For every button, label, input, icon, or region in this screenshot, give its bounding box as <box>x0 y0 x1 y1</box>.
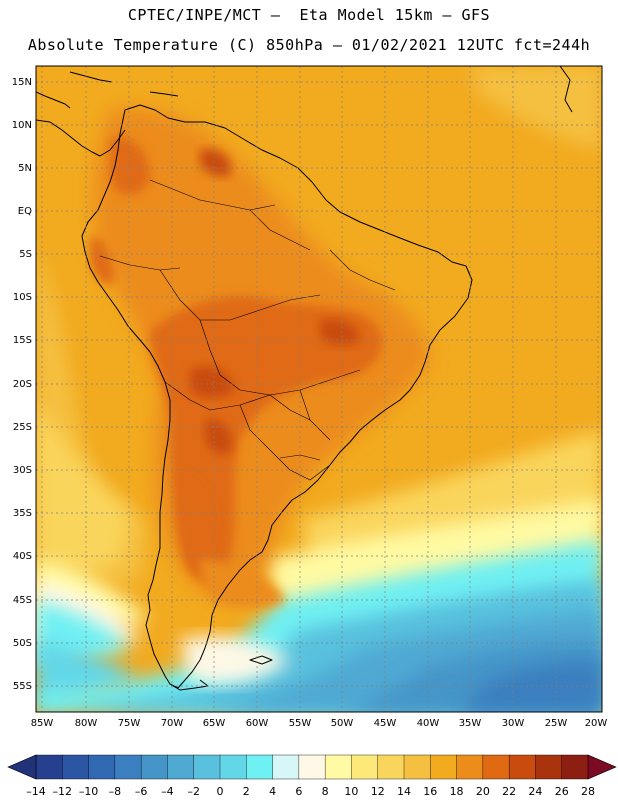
colorbar-label: –12 <box>53 785 73 798</box>
colorbar-label: 26 <box>555 785 569 798</box>
colorbar-over-arrow <box>587 754 617 780</box>
colorbar-swatch <box>535 754 563 780</box>
lat-label: 55S <box>13 681 32 692</box>
map-title-line-2: Absolute Temperature (C) 850hPa – 01/02/… <box>27 36 591 54</box>
colorbar-label: 18 <box>450 785 464 798</box>
colorbar-swatch <box>298 754 326 780</box>
lon-label: 65W <box>203 718 226 729</box>
colorbar-swatch <box>219 754 247 780</box>
lon-label: 25W <box>545 718 568 729</box>
colorbar-label: 12 <box>371 785 385 798</box>
colorbar-swatch <box>62 754 90 780</box>
colorbar-swatch <box>35 754 63 780</box>
colorbar-swatch <box>403 754 431 780</box>
lon-label: 70W <box>161 718 184 729</box>
colorbar-labels: –14 –12 –10 –8 –6 –4 –2 0 2 4 6 8 10 12 14 16 18 20 22 24 26… <box>26 785 595 798</box>
map-title-line-1: CPTEC/INPE/MCT – Eta Model 15km – GFS <box>127 6 491 24</box>
colorbar-swatch <box>456 754 484 780</box>
colorbar-label: 4 <box>269 785 276 798</box>
colorbar-label: 22 <box>502 785 516 798</box>
lat-label: 40S <box>13 551 32 562</box>
lat-label: 30S <box>13 465 32 476</box>
colorbar-label: 24 <box>528 785 542 798</box>
colorbar-swatch <box>324 754 352 780</box>
lat-label: 35S <box>13 508 32 519</box>
colorbar-swatch <box>482 754 510 780</box>
colorbar-swatch <box>377 754 405 780</box>
lon-label: 80W <box>75 718 98 729</box>
lon-label: 50W <box>331 718 354 729</box>
colorbar-label: 20 <box>476 785 490 798</box>
colorbar-label: –10 <box>79 785 99 798</box>
colorbar-swatch <box>272 754 300 780</box>
latitude-labels: 15N 10N 5N EQ 5S 10S 15S 20S 25S 30S 35S… <box>12 77 32 692</box>
colorbar-swatch <box>508 754 536 780</box>
lat-label: 5S <box>19 249 32 260</box>
colorbar-swatch <box>167 754 195 780</box>
colorbar-label: 14 <box>397 785 411 798</box>
colorbar-legend: –14 –12 –10 –8 –6 –4 –2 0 2 4 6 8 10 12 14 16 18 20 22 24 26… <box>7 754 617 798</box>
lon-label: 75W <box>118 718 141 729</box>
lon-label: 85W <box>31 718 54 729</box>
colorbar-label: 28 <box>581 785 595 798</box>
colorbar-swatches <box>35 754 589 780</box>
lat-label: 15S <box>13 335 32 346</box>
lat-label: 10S <box>13 292 32 303</box>
colorbar-under-arrow <box>7 754 37 780</box>
colorbar-label: –6 <box>135 785 148 798</box>
colorbar-swatch <box>114 754 142 780</box>
colorbar-label: 0 <box>217 785 224 798</box>
colorbar-swatch <box>561 754 589 780</box>
colorbar-label: 2 <box>243 785 250 798</box>
coastlines <box>36 66 573 691</box>
colorbar-label: –4 <box>161 785 174 798</box>
lon-label: 20W <box>585 718 608 729</box>
lat-label: 5N <box>18 163 32 174</box>
lon-label: 35W <box>459 718 482 729</box>
lon-label: 60W <box>246 718 269 729</box>
colorbar-label: –8 <box>109 785 122 798</box>
longitude-labels: 85W 80W 75W 70W 65W 60W 55W 50W 45W 40W … <box>31 718 608 729</box>
lon-label: 45W <box>374 718 397 729</box>
colorbar-swatch <box>351 754 379 780</box>
grid-lines <box>36 66 602 712</box>
colorbar-swatch <box>430 754 458 780</box>
lon-label: 40W <box>417 718 440 729</box>
lat-label: 15N <box>12 77 32 88</box>
lat-label: EQ <box>18 206 32 217</box>
colorbar-label: –14 <box>26 785 46 798</box>
lon-label: 55W <box>289 718 312 729</box>
lat-label: 50S <box>13 638 32 649</box>
temperature-map: 15N 10N 5N EQ 5S 10S 15S 20S 25S 30S 35S… <box>12 65 608 729</box>
lat-label: 45S <box>13 595 32 606</box>
colorbar-label: 10 <box>344 785 358 798</box>
map-frame <box>35 65 603 713</box>
colorbar-label: 8 <box>322 785 329 798</box>
colorbar-label: 16 <box>423 785 437 798</box>
lat-label: 10N <box>12 120 32 131</box>
colorbar-swatch <box>140 754 168 780</box>
colorbar-swatch <box>88 754 116 780</box>
colorbar-label: 6 <box>295 785 302 798</box>
colorbar-swatch <box>246 754 274 780</box>
lat-label: 20S <box>13 379 32 390</box>
lat-label: 25S <box>13 422 32 433</box>
country-borders <box>99 179 396 481</box>
colorbar-label: –2 <box>187 785 200 798</box>
colorbar-swatch <box>193 754 221 780</box>
lon-label: 30W <box>502 718 525 729</box>
temperature-field <box>36 66 602 712</box>
